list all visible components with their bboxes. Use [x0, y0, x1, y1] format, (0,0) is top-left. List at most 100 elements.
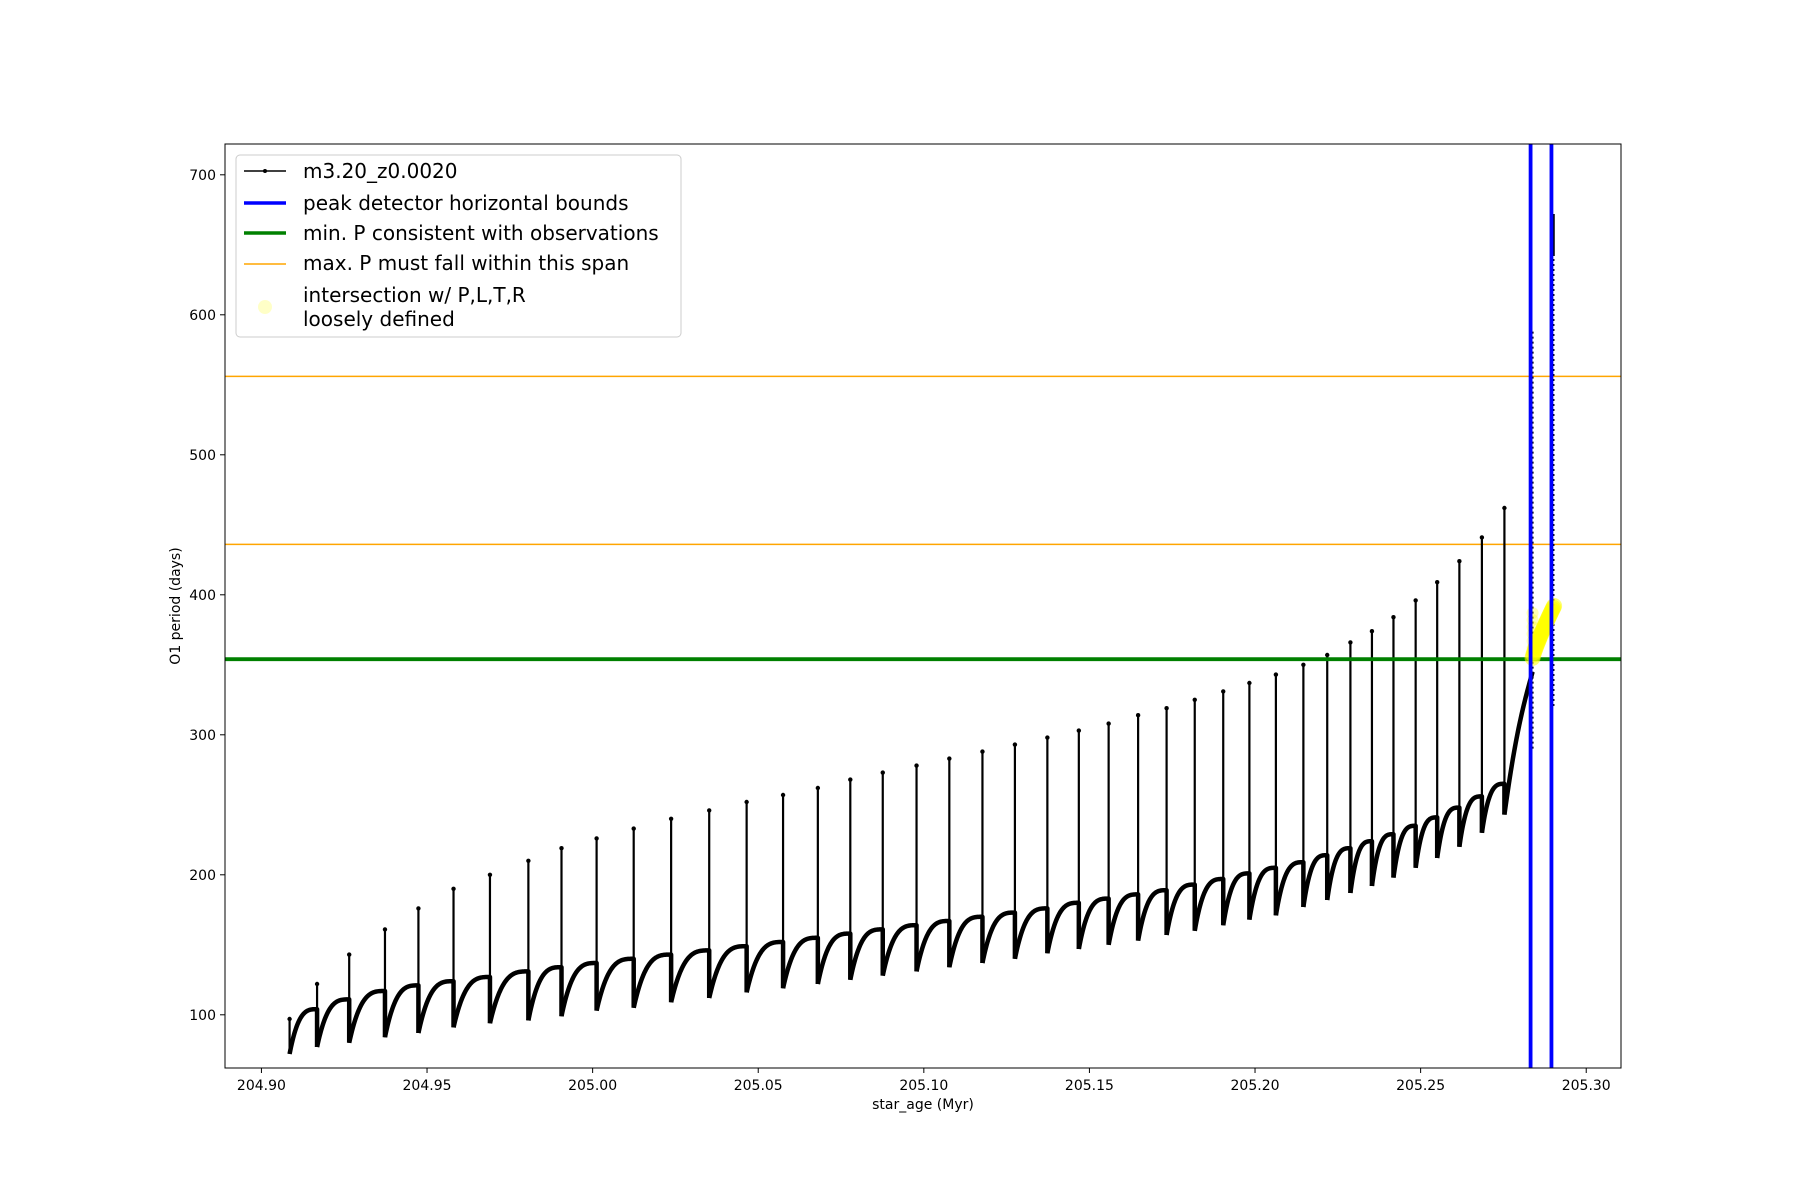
pulse-peak-point [631, 826, 636, 831]
plot-area [225, 144, 1621, 1068]
interpulse-curve [1273, 859, 1306, 916]
pulse-peak-point [1106, 721, 1111, 726]
x-tick-label: 205.30 [1562, 1078, 1611, 1094]
plot-frame [224, 143, 1622, 1069]
interpulse-curve [314, 997, 352, 1048]
pulse-peak-point [1045, 735, 1050, 740]
interpulse-curve [848, 927, 886, 981]
interpulse-curve [1502, 671, 1535, 815]
x-tick-label: 205.25 [1396, 1078, 1445, 1094]
pulse-peak-point [1502, 505, 1507, 511]
pulse-peak-point [1391, 615, 1396, 620]
interpulse-curve [416, 978, 456, 1034]
pulse-peak-point [780, 792, 786, 798]
interpulse-curve [594, 956, 636, 1012]
intersection-point [1526, 607, 1539, 619]
pulse-peak-point [287, 1016, 292, 1022]
pulse-peak-point [1221, 689, 1226, 694]
pulse-peak-point [594, 836, 599, 841]
pulse-peak-point [1434, 580, 1440, 585]
pulse-peak-point [707, 808, 712, 813]
interpulse-curve [382, 983, 421, 1038]
pulse-peak-point [1192, 697, 1197, 702]
interpulse-curve [631, 952, 674, 1009]
interpulse-curve [1457, 794, 1485, 848]
intersection-point [1546, 598, 1563, 614]
pulse-peak-point [1247, 680, 1252, 686]
pulse-peak-point [1413, 598, 1418, 603]
interpulse-curve [744, 939, 786, 993]
interpulse-curve [668, 948, 712, 1003]
interpulse-curve [1413, 815, 1440, 869]
legend-label-intersection-line-2: loosely defined [303, 307, 455, 331]
y-tick-label: 500 [189, 448, 216, 464]
interpulse-curve [880, 922, 919, 977]
interpulse-curve [1164, 882, 1197, 936]
interpulse-curve [1434, 805, 1462, 859]
interpulse-curve [1348, 838, 1375, 894]
legend-label-bounds: peak detector horizontal bounds [303, 191, 629, 215]
pulse-peak-point [880, 770, 885, 775]
legend: m3.20_z0.0020 peak detector horizontal b… [235, 154, 682, 338]
pulse-peak-point [1135, 713, 1141, 718]
interpulse-curve [1247, 865, 1279, 920]
pulse-peak-point [1076, 728, 1082, 733]
interpulse-curve [914, 918, 952, 972]
interpulse-curve [1325, 845, 1353, 901]
pulse-peak-point [1012, 742, 1018, 747]
interpulse-curve [1479, 781, 1507, 834]
x-tick-label: 204.90 [237, 1078, 286, 1094]
interpulse-curve [1221, 871, 1252, 926]
pulse-peak-point [947, 756, 952, 761]
pulse-peak-point [382, 927, 388, 932]
interpulse-curve [707, 943, 749, 999]
y-tick-label: 700 [189, 168, 216, 184]
pulse-peak-point [1325, 652, 1330, 658]
interpulse-curve [1192, 876, 1226, 932]
pulse-peak-point [980, 749, 985, 754]
interpulse-curve [487, 969, 531, 1024]
x-tick-label: 205.05 [734, 1078, 783, 1094]
y-tick-label: 200 [189, 868, 216, 884]
pulse-peak-point [1457, 559, 1462, 564]
y-axis-label: O1 period (days) [168, 547, 184, 664]
interpulse-curve [347, 988, 388, 1044]
pulse-peak-point [848, 777, 853, 782]
interpulse-curve [1301, 852, 1330, 908]
x-tick-label: 205.10 [899, 1078, 948, 1094]
legend-box [235, 154, 682, 338]
interpulse-curve [451, 974, 493, 1028]
legend-label-max-p: max. P must fall within this span [303, 251, 629, 275]
interpulse-curve [287, 1006, 320, 1055]
interpulse-curve [815, 931, 853, 985]
pulse-peak-point [1479, 535, 1485, 540]
interpulse-curve [980, 910, 1018, 964]
interpulse-curve [526, 964, 564, 1021]
interpulse-curve [1012, 906, 1050, 960]
pulse-peak-point [1369, 629, 1375, 634]
pulse-peak-point [815, 785, 821, 791]
pulse-peak-point [744, 799, 749, 805]
x-tick-label: 205.00 [568, 1078, 617, 1094]
x-tick-label: 205.20 [1231, 1078, 1280, 1094]
y-tick-label: 100 [189, 1008, 216, 1024]
pulse-peak-point [559, 846, 564, 851]
legend-label-min-p: min. P consistent with observations [303, 221, 659, 245]
interpulse-curve [1076, 896, 1111, 950]
y-tick-label: 600 [189, 308, 216, 324]
legend-label-model: m3.20_z0.0020 [303, 159, 458, 183]
pulse-peak-point [526, 858, 531, 863]
legend-label-intersection-line-1: intersection w/ P,L,T,R [303, 283, 526, 307]
y-axis: 100 200 300 400 500 600 700 [189, 168, 225, 1024]
pulse-peak-point [1164, 706, 1169, 711]
y-tick-label: 300 [189, 728, 216, 744]
pulse-peak-point [314, 981, 320, 987]
pulse-peak-point [451, 886, 456, 891]
x-axis: 204.90 204.95 205.00 205.05 205.10 205.15 205.… [237, 1068, 1611, 1094]
x-tick-label: 205.15 [1065, 1078, 1114, 1094]
pulse-peak-point [1348, 640, 1353, 645]
pulse-peak-point [346, 952, 352, 957]
pulse-peak-point [487, 872, 493, 877]
interpulse-curve [1369, 831, 1396, 887]
pulse-peak-point [416, 906, 421, 911]
